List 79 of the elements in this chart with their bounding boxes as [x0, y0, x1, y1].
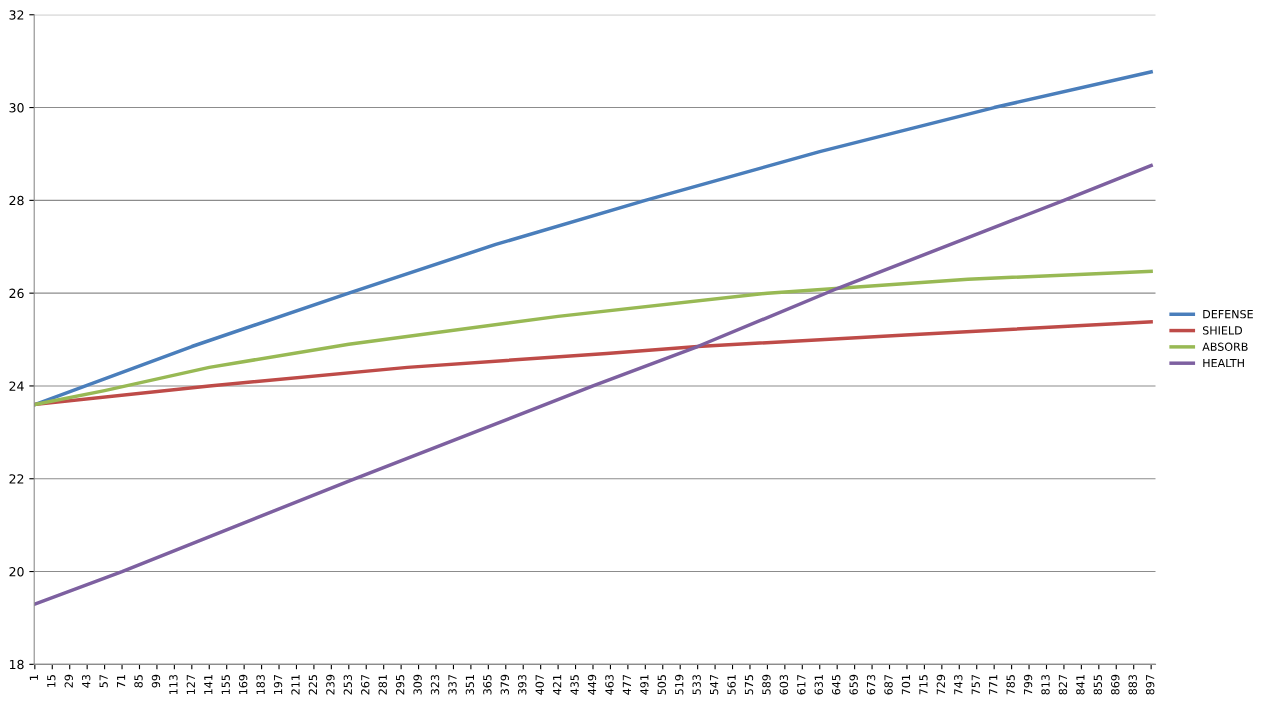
x-tick-label: 351 — [465, 675, 475, 695]
x-tick-label: 253 — [343, 674, 353, 695]
x-tick-label: 127 — [186, 675, 195, 695]
x-tick-label: 505 — [657, 675, 666, 695]
x-tick-label: 85 — [134, 675, 143, 688]
x-tick-label: 491 — [640, 675, 649, 695]
legend-label: DEFENSE — [1203, 309, 1253, 319]
x-tick-label: 561 — [727, 675, 736, 695]
x-tick-label: 729 — [936, 674, 946, 695]
x-tick-label: 827 — [1058, 675, 1068, 695]
x-tick-label: 281 — [378, 675, 387, 695]
y-tick-label: 32 — [9, 10, 24, 20]
x-tick-label: 449 — [587, 674, 597, 695]
x-tick-label: 715 — [919, 675, 928, 695]
y-tick-label: 30 — [9, 103, 24, 113]
x-tick-label: 309 — [413, 674, 422, 695]
x-tick-label: 897 — [1145, 675, 1155, 695]
x-tick-label: 813 — [1041, 674, 1050, 695]
x-tick-label: 617 — [797, 675, 806, 695]
x-tick-label: 799 — [1023, 674, 1033, 695]
x-tick-label: 547 — [710, 675, 719, 695]
x-tick-label: 155 — [221, 675, 230, 695]
y-tick-label: 18 — [9, 659, 24, 670]
x-tick-label: 743 — [954, 674, 963, 695]
x-tick-label: 57 — [99, 675, 108, 688]
x-tick-label: 337 — [448, 675, 457, 695]
line-series — [34, 269, 1153, 407]
x-tick-label: 323 — [430, 674, 440, 695]
x-tick-label: 883 — [1128, 674, 1137, 695]
x-tick-label: 673 — [866, 674, 876, 695]
y-tick-label: 22 — [9, 474, 24, 484]
y-tick-label: 24 — [9, 381, 24, 391]
x-tick-label: 43 — [81, 674, 91, 688]
x-tick-label: 393 — [518, 674, 527, 695]
x-tick-label: 631 — [814, 675, 823, 695]
x-tick-label: 477 — [622, 675, 631, 695]
x-tick-label: 379 — [500, 674, 509, 695]
x-tick-label: 113 — [169, 674, 178, 695]
y-tick-label: 26 — [9, 288, 24, 299]
x-tick-label: 295 — [395, 675, 405, 695]
x-tick-label: 435 — [570, 675, 579, 695]
x-tick-label: 407 — [535, 675, 544, 695]
x-tick-label: 589 — [762, 674, 771, 695]
x-tick-label: 365 — [483, 675, 492, 695]
legend-label: ABSORB — [1202, 342, 1248, 351]
legend-label: SHIELD — [1202, 326, 1243, 335]
x-tick-label: 141 — [204, 675, 213, 695]
y-tick-label: 28 — [9, 195, 24, 206]
x-tick-label: 519 — [675, 674, 684, 695]
line-series — [34, 163, 1153, 606]
x-tick-label: 239 — [326, 674, 335, 695]
x-tick-label: 71 — [117, 675, 126, 688]
y-tick-label: 20 — [9, 567, 24, 577]
x-tick-label: 197 — [273, 675, 283, 695]
x-tick-label: 463 — [605, 674, 614, 695]
x-tick-label: 183 — [256, 674, 265, 695]
x-tick-label: 1 — [29, 675, 38, 680]
x-tick-label: 855 — [1093, 675, 1103, 695]
x-tick-label: 603 — [779, 674, 789, 695]
x-tick-label: 659 — [849, 674, 858, 695]
x-tick-label: 533 — [692, 674, 701, 695]
x-tick-label: 575 — [744, 675, 754, 695]
x-tick-label: 701 — [901, 675, 911, 695]
x-tick-label: 645 — [832, 675, 841, 695]
x-tick-label: 15 — [47, 675, 56, 687]
x-tick-label: 169 — [238, 674, 248, 695]
x-tick-label: 841 — [1076, 675, 1085, 695]
x-tick-label: 29 — [64, 674, 73, 688]
x-tick-label: 421 — [552, 675, 562, 695]
x-tick-label: 869 — [1111, 674, 1120, 695]
x-tick-label: 225 — [308, 675, 318, 695]
x-tick-label: 267 — [361, 675, 370, 695]
x-tick-label: 771 — [989, 675, 998, 695]
x-tick-label: 211 — [291, 675, 300, 695]
x-tick-label: 785 — [1006, 675, 1015, 695]
x-tick-label: 99 — [151, 674, 161, 688]
x-tick-label: 757 — [971, 675, 980, 695]
x-tick-label: 687 — [884, 675, 893, 695]
legend-label: HEALTH — [1203, 358, 1244, 368]
